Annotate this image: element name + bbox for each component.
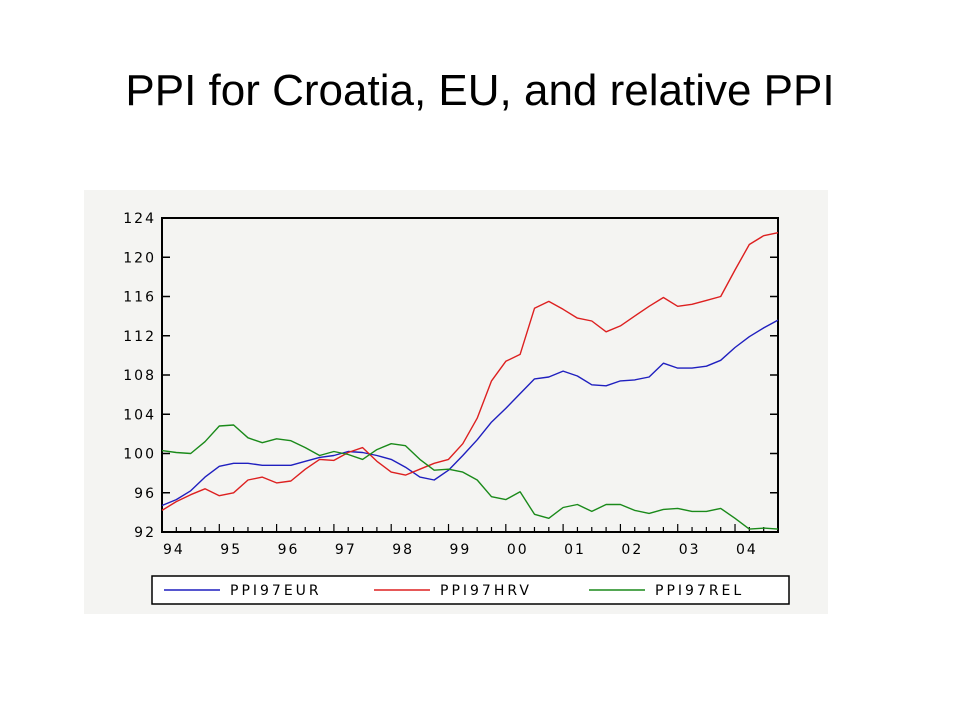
legend-label-ppi97rel: PPI97REL (655, 583, 744, 599)
y-tick-label: 92 (134, 525, 156, 541)
y-tick-label: 104 (123, 407, 156, 423)
x-tick-label: 98 (392, 542, 414, 558)
y-tick-label: 108 (123, 368, 156, 384)
legend-label-ppi97hrv: PPI97HRV (440, 583, 532, 599)
legend: PPI97EUR PPI97HRV PPI97REL (151, 575, 790, 605)
y-axis: 92 96 100 104 108 112 116 120 124 (123, 211, 778, 541)
x-tick-label: 04 (736, 542, 758, 558)
x-tick-label: 97 (335, 542, 357, 558)
x-axis: 94 95 96 97 98 99 00 01 02 03 04 (161, 524, 779, 558)
y-tick-label: 116 (123, 290, 156, 306)
x-tick-label: 99 (450, 542, 472, 558)
y-tick-label: 124 (123, 211, 156, 227)
x-tick-label: 02 (621, 542, 643, 558)
y-tick-label: 120 (123, 250, 156, 266)
series-line-ppi97rel (161, 424, 779, 530)
x-tick-label: 96 (278, 542, 300, 558)
y-tick-label: 112 (123, 329, 156, 345)
y-tick-label: 96 (134, 486, 156, 502)
slide-title: PPI for Croatia, EU, and relative PPI (125, 66, 835, 115)
ppi-line-chart: 92 96 100 104 108 112 116 120 124 94 95 96 97 98 99 00… (123, 211, 790, 605)
x-tick-label: 03 (679, 542, 701, 558)
series-lines (161, 232, 779, 530)
legend-label-ppi97eur: PPI97EUR (230, 583, 322, 599)
chart-panel: 92 96 100 104 108 112 116 120 124 94 95 96 97 98 99 00… (84, 190, 828, 614)
series-line-ppi97hrv (161, 232, 779, 511)
x-tick-label: 95 (220, 542, 242, 558)
plot-frame (161, 217, 779, 533)
x-tick-label: 01 (564, 542, 586, 558)
x-tick-label: 94 (163, 542, 185, 558)
y-tick-label: 100 (123, 447, 156, 463)
x-tick-label: 00 (507, 542, 529, 558)
legend-box (151, 575, 790, 605)
series-line-ppi97eur (161, 319, 779, 507)
